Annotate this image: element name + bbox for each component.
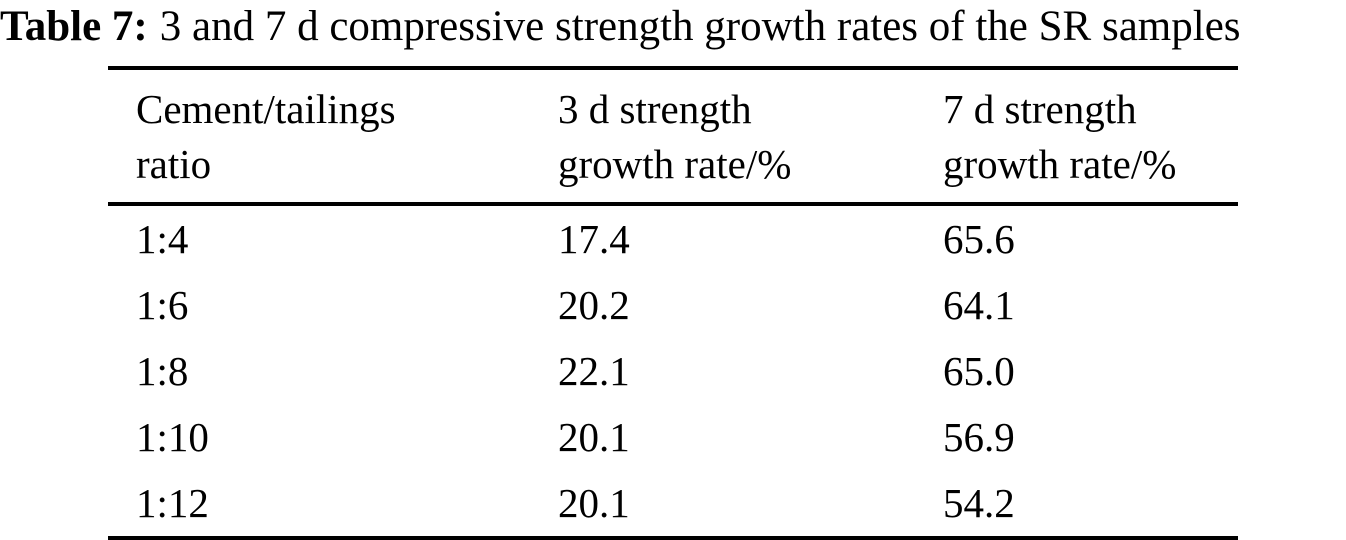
table-caption: Table 7: 3 and 7 d compressive strength g… (0, 1, 1346, 53)
table-row: 1:6 20.2 64.1 (108, 272, 1238, 338)
cell-3d-rate: 17.4 (558, 216, 630, 262)
table-row: 1:4 17.4 65.6 (108, 204, 1238, 272)
cell-7d-rate: 56.9 (943, 414, 1015, 460)
column-header-7d-rate-line2: growth rate/% (943, 141, 1177, 187)
column-header-3d-rate-line2: growth rate/% (558, 141, 792, 187)
cell-7d-rate: 64.1 (943, 282, 1015, 328)
column-header-ratio: Cement/tailings ratio (108, 68, 558, 206)
column-header-ratio-line2: ratio (136, 141, 212, 187)
column-header-7d-rate-line1: 7 d strength (943, 86, 1137, 132)
cell-3d-rate: 20.1 (558, 480, 630, 526)
cell-ratio: 1:4 (136, 216, 189, 262)
table-row: 1:10 20.1 56.9 (108, 404, 1238, 470)
cell-ratio: 1:10 (136, 414, 209, 460)
column-header-3d-rate-line1: 3 d strength (558, 86, 752, 132)
table-header: Cement/tailings ratio 3 d strength growt… (108, 68, 1238, 206)
table-body: 1:4 17.4 65.6 1:6 20.2 64.1 1:8 22.1 65.… (108, 204, 1238, 538)
table-row: 1:8 22.1 65.0 (108, 338, 1238, 404)
column-header-7d-rate: 7 d strength growth rate/% (943, 68, 1238, 206)
table-caption-text: 3 and 7 d compressive strength growth ra… (159, 3, 1241, 50)
table-row: 1:12 20.1 54.2 (108, 470, 1238, 538)
cell-3d-rate: 20.2 (558, 282, 630, 328)
data-table: Cement/tailings ratio 3 d strength growt… (108, 66, 1238, 540)
header-row: Cement/tailings ratio 3 d strength growt… (108, 68, 1238, 206)
cell-3d-rate: 22.1 (558, 348, 630, 394)
cell-ratio: 1:6 (136, 282, 189, 328)
cell-7d-rate: 54.2 (943, 480, 1015, 526)
cell-7d-rate: 65.6 (943, 216, 1015, 262)
cell-ratio: 1:12 (136, 480, 209, 526)
cell-ratio: 1:8 (136, 348, 189, 394)
table-caption-label: Table 7: (0, 3, 148, 50)
column-header-3d-rate: 3 d strength growth rate/% (558, 68, 943, 206)
column-header-ratio-line1: Cement/tailings (136, 86, 396, 132)
cell-3d-rate: 20.1 (558, 414, 630, 460)
cell-7d-rate: 65.0 (943, 348, 1015, 394)
